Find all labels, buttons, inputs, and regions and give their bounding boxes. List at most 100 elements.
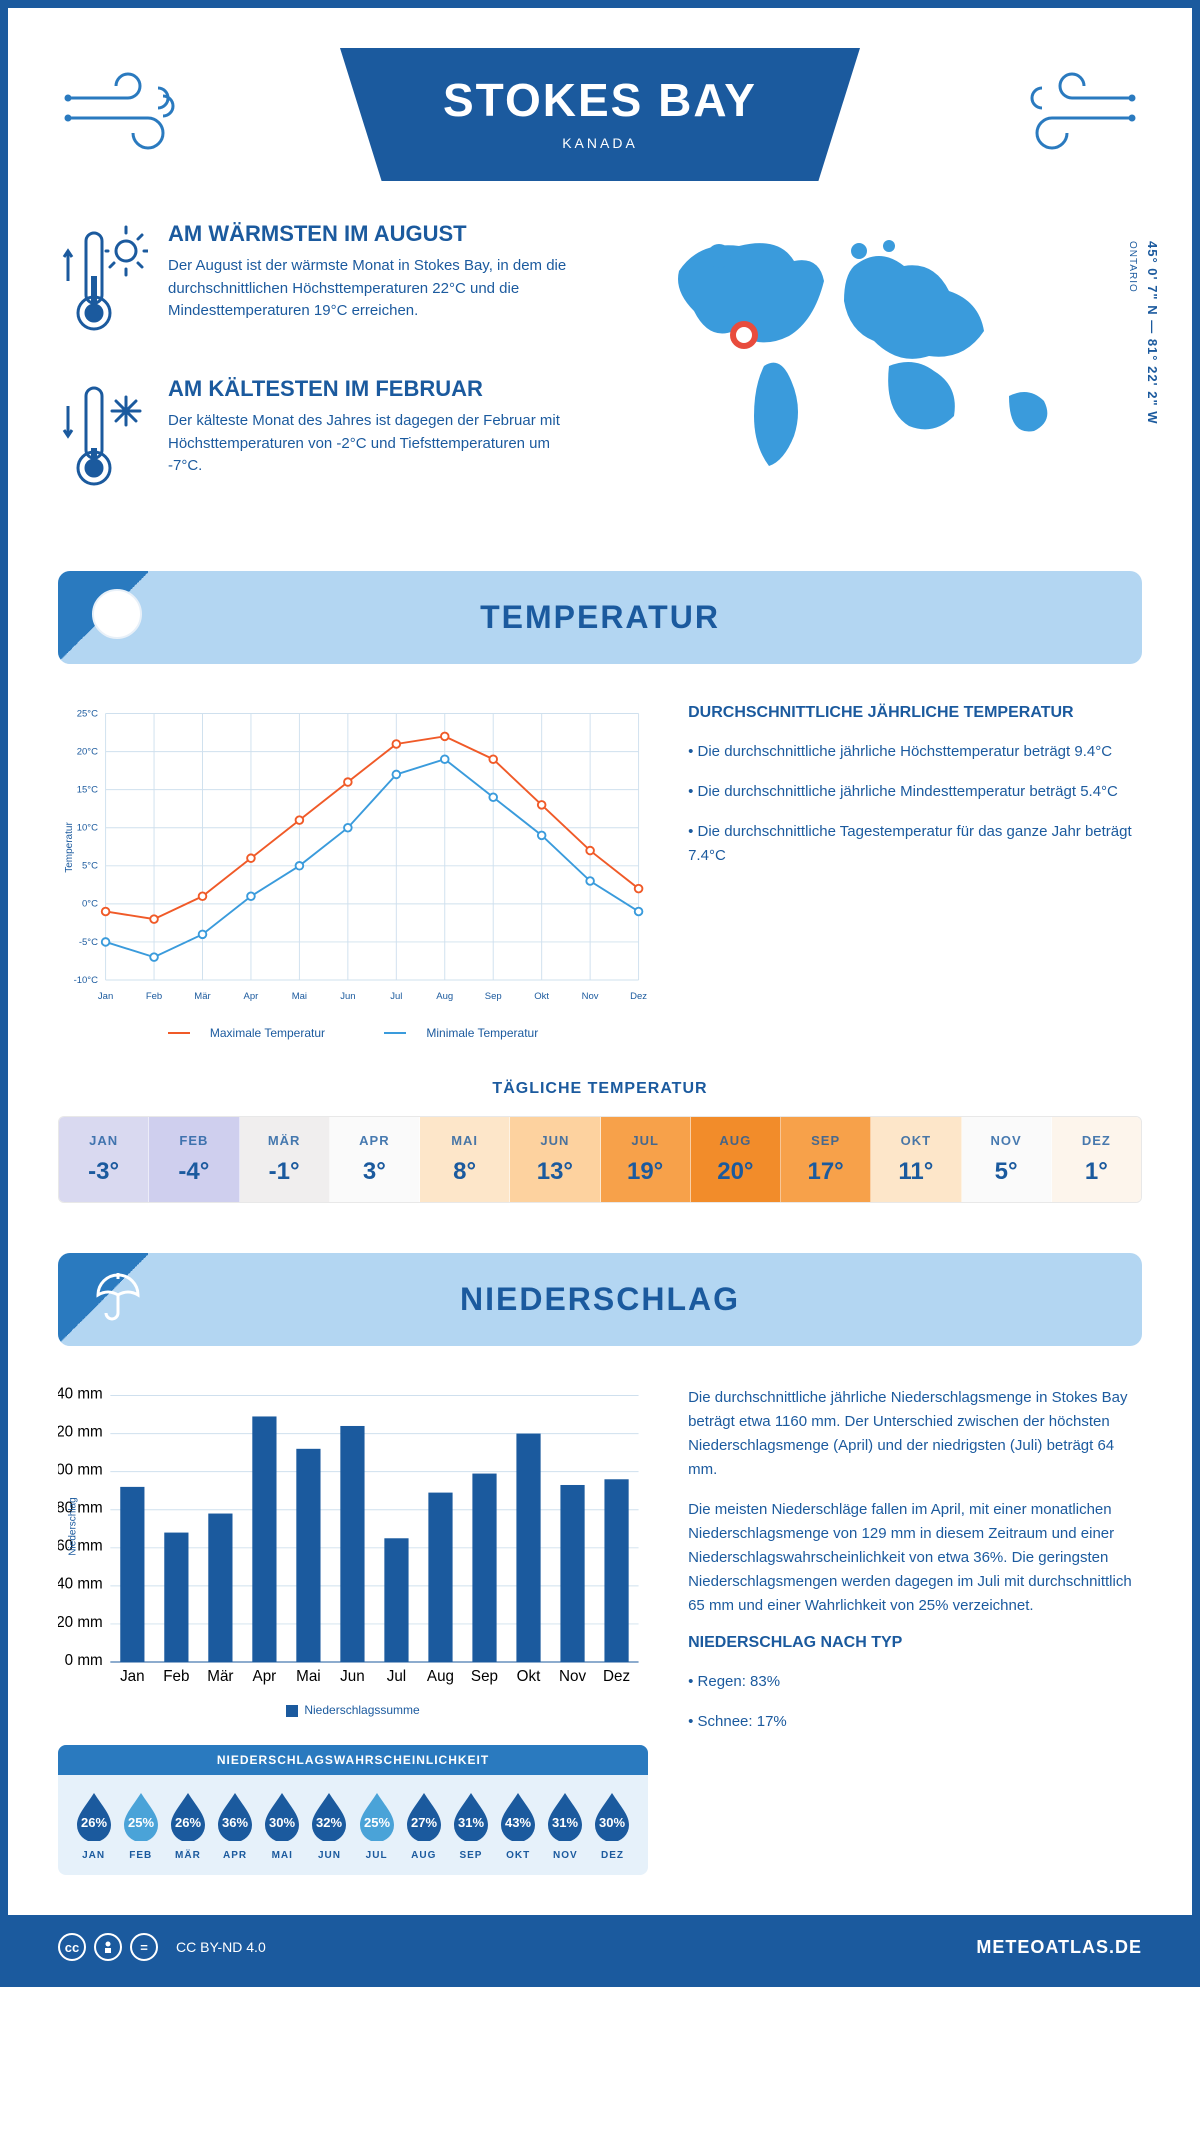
- temp-value: -3°: [63, 1158, 144, 1186]
- world-map: ONTARIO 45° 0' 7" N — 81° 22' 2" W: [615, 221, 1142, 531]
- month-label: MÄR: [244, 1133, 325, 1148]
- svg-text:32%: 32%: [316, 1815, 342, 1830]
- precip-prob-drop: 26% JAN: [72, 1789, 115, 1861]
- svg-text:Nov: Nov: [559, 1668, 586, 1685]
- daily-temp-cell: MÄR -1°: [240, 1117, 330, 1202]
- header: STOKES BAY KANADA: [58, 48, 1142, 181]
- title-banner: STOKES BAY KANADA: [340, 48, 860, 181]
- by-icon: [94, 1933, 122, 1961]
- month-label: AUG: [695, 1133, 776, 1148]
- temp-value: 13°: [514, 1158, 595, 1186]
- map-coords: 45° 0' 7" N — 81° 22' 2" W: [1145, 241, 1160, 425]
- page-subtitle: KANADA: [380, 135, 820, 151]
- svg-text:Sep: Sep: [471, 1668, 498, 1685]
- svg-text:26%: 26%: [81, 1815, 107, 1830]
- footer: cc = CC BY-ND 4.0 METEOATLAS.DE: [8, 1915, 1192, 1979]
- svg-text:Jul: Jul: [387, 1668, 406, 1685]
- temp-value: -4°: [153, 1158, 234, 1186]
- svg-text:20°C: 20°C: [77, 746, 98, 757]
- daily-temp-cell: MAI8°: [420, 1117, 510, 1202]
- svg-text:120 mm: 120 mm: [58, 1423, 103, 1440]
- svg-text:Mai: Mai: [292, 991, 307, 1002]
- svg-text:31%: 31%: [552, 1815, 578, 1830]
- svg-text:Jun: Jun: [340, 1668, 365, 1685]
- svg-text:Mai: Mai: [296, 1668, 321, 1685]
- license-text: CC BY-ND 4.0: [176, 1939, 266, 1955]
- prob-month: NOV: [544, 1850, 587, 1861]
- precip-type-heading: NIEDERSCHLAG NACH TYP: [688, 1634, 1142, 1652]
- prob-month: AUG: [402, 1850, 445, 1861]
- precip-para1: Die durchschnittliche jährliche Niedersc…: [688, 1386, 1142, 1482]
- month-label: JUL: [605, 1133, 686, 1148]
- summary-row: AM WÄRMSTEN IM AUGUST Der August ist der…: [58, 221, 1142, 531]
- daily-temp-cell: JUN13°: [510, 1117, 600, 1202]
- month-label: FEB: [153, 1133, 234, 1148]
- svg-text:Mär: Mär: [207, 1668, 233, 1685]
- svg-text:27%: 27%: [411, 1815, 437, 1830]
- precip-content: Niederschlag 0 mm20 mm40 mm60 mm80 mm100…: [58, 1386, 1142, 1876]
- precip-prob-drop: 30%MAI: [261, 1789, 304, 1861]
- temp-value: 20°: [695, 1158, 776, 1186]
- svg-text:30%: 30%: [599, 1815, 625, 1830]
- prob-month: JUN: [308, 1850, 351, 1861]
- precip-prob-drop: 26%MÄR: [166, 1789, 209, 1861]
- svg-text:0 mm: 0 mm: [65, 1651, 103, 1668]
- infographic-page: STOKES BAY KANADA: [0, 0, 1200, 1987]
- daily-temp-cell: APR3°: [330, 1117, 420, 1202]
- cc-license: cc = CC BY-ND 4.0: [58, 1933, 266, 1961]
- svg-text:Dez: Dez: [603, 1668, 630, 1685]
- temp-value: 5°: [966, 1158, 1047, 1186]
- temp-value: -1°: [244, 1158, 325, 1186]
- temperature-chart: Temperatur -10°C-5°C0°C5°C10°C15°C20°C25…: [58, 704, 648, 1040]
- daily-temp-cell: DEZ1°: [1052, 1117, 1141, 1202]
- svg-text:Feb: Feb: [163, 1668, 189, 1685]
- month-label: SEP: [785, 1133, 866, 1148]
- precip-prob-drop: 32% JUN: [308, 1789, 351, 1861]
- svg-text:0°C: 0°C: [82, 899, 98, 910]
- summary-cold-title: AM KÄLTESTEN IM FEBRUAR: [168, 376, 585, 402]
- legend-min: Minimale Temperatur: [426, 1026, 538, 1040]
- precip-prob-drop: 30% DEZ: [591, 1789, 634, 1861]
- svg-text:80 mm: 80 mm: [58, 1499, 103, 1516]
- svg-text:Feb: Feb: [146, 991, 162, 1002]
- svg-text:25%: 25%: [128, 1815, 154, 1830]
- prob-month: MÄR: [166, 1850, 209, 1861]
- svg-text:31%: 31%: [458, 1815, 484, 1830]
- summary-cold-text: Der kälteste Monat des Jahres ist dagege…: [168, 410, 585, 478]
- daily-temp-cell: JAN-3°: [59, 1117, 149, 1202]
- svg-text:60 mm: 60 mm: [58, 1537, 103, 1554]
- svg-text:140 mm: 140 mm: [58, 1386, 103, 1402]
- legend-max: Maximale Temperatur: [210, 1026, 325, 1040]
- precip-prob-drop: 27% AUG: [402, 1789, 445, 1861]
- svg-text:Jul: Jul: [390, 991, 402, 1002]
- temp-stats-heading: DURCHSCHNITTLICHE JÄHRLICHE TEMPERATUR: [688, 704, 1142, 722]
- precip-prob-drop: 31% NOV: [544, 1789, 587, 1861]
- precip-legend-label: Niederschlagssumme: [304, 1703, 419, 1717]
- temp-bullet: Die durchschnittliche Tagestemperatur fü…: [688, 820, 1142, 868]
- svg-text:Sep: Sep: [485, 991, 502, 1002]
- precip-ylabel: Niederschlag: [68, 1498, 79, 1556]
- prob-month: JAN: [72, 1850, 115, 1861]
- svg-text:Aug: Aug: [436, 991, 453, 1002]
- precip-para2: Die meisten Niederschläge fallen im Apri…: [688, 1498, 1142, 1618]
- daily-temp-cell: JUL19°: [601, 1117, 691, 1202]
- temperature-heading: TEMPERATUR: [480, 599, 720, 635]
- svg-text:43%: 43%: [505, 1815, 531, 1830]
- svg-text:15°C: 15°C: [77, 785, 98, 796]
- prob-month: MAI: [261, 1850, 304, 1861]
- daily-temp-title: TÄGLICHE TEMPERATUR: [58, 1080, 1142, 1098]
- temp-ylabel: Temperatur: [64, 822, 75, 873]
- month-label: OKT: [875, 1133, 956, 1148]
- precip-prob-drop: 31%SEP: [449, 1789, 492, 1861]
- precip-prob-panel: NIEDERSCHLAGSWAHRSCHEINLICHKEIT 26%JAN25…: [58, 1745, 648, 1875]
- svg-text:Mär: Mär: [194, 991, 210, 1002]
- precip-stats: Die durchschnittliche jährliche Niedersc…: [688, 1386, 1142, 1876]
- prob-month: FEB: [119, 1850, 162, 1861]
- page-title: STOKES BAY: [380, 73, 820, 127]
- temp-bullet: Die durchschnittliche jährliche Höchstte…: [688, 740, 1142, 764]
- summary-warm-title: AM WÄRMSTEN IM AUGUST: [168, 221, 585, 247]
- sun-icon: [88, 585, 146, 651]
- summary-warmest: AM WÄRMSTEN IM AUGUST Der August ist der…: [58, 221, 585, 346]
- prob-month: DEZ: [591, 1850, 634, 1861]
- svg-text:Jan: Jan: [120, 1668, 145, 1685]
